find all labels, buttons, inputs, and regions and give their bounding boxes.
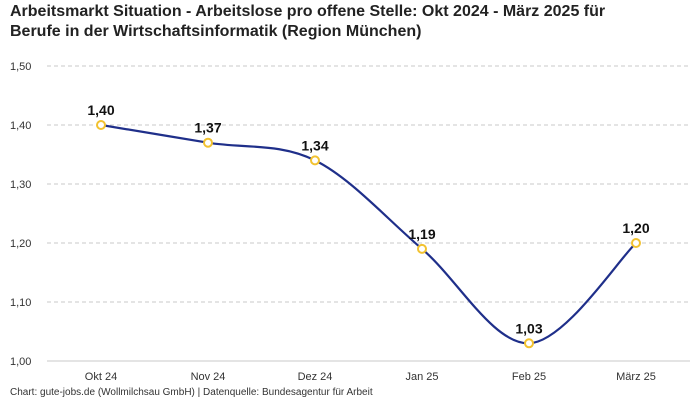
x-tick-label: Dez 24 [298, 371, 333, 383]
data-point [96, 120, 106, 130]
source-note: Chart: gute-jobs.de (Wollmilchsau GmbH) … [10, 387, 373, 398]
y-tick-label: 1,40 [10, 120, 31, 132]
data-label: 1,19 [408, 226, 435, 242]
chart-title-line-2: Berufe in der Wirtschaftsinformatik (Reg… [10, 23, 422, 40]
data-point [310, 155, 320, 166]
y-tick-label: 1,30 [10, 179, 31, 191]
gridlines [47, 65, 690, 362]
x-axis-ticks: Okt 24 Nov 24 Dez 24 Jan 25 Feb 25 März 25 [85, 371, 656, 383]
series-line [99, 123, 638, 345]
y-axis-ticks: 1,00 1,10 1,20 1,30 1,40 1,50 [10, 61, 31, 368]
data-point [524, 338, 534, 349]
y-tick-label: 1,00 [10, 356, 31, 368]
data-points [96, 120, 641, 349]
data-label: 1,34 [301, 137, 328, 153]
x-tick-label: Okt 24 [85, 371, 117, 383]
data-label: 1,03 [515, 320, 542, 336]
data-label: 1,40 [87, 102, 114, 118]
data-label: 1,37 [194, 120, 221, 136]
x-tick-label: Nov 24 [191, 371, 226, 383]
chart-title-line-1: Arbeitsmarkt Situation - Arbeitslose pro… [10, 3, 606, 20]
data-point [203, 137, 213, 148]
data-labels: 1,40 1,37 1,34 1,19 1,03 1,20 [87, 102, 649, 336]
x-tick-label: Jan 25 [405, 371, 438, 383]
x-tick-label: Feb 25 [512, 371, 546, 383]
y-tick-label: 1,50 [10, 61, 31, 73]
series-line-group [99, 123, 638, 345]
x-tick-label: März 25 [616, 371, 656, 383]
data-label: 1,20 [622, 220, 649, 236]
y-tick-label: 1,10 [10, 297, 31, 309]
data-point [631, 238, 641, 248]
y-tick-label: 1,20 [10, 238, 31, 250]
data-point [417, 243, 427, 254]
chart-title: Arbeitsmarkt Situation - Arbeitslose pro… [10, 2, 690, 42]
